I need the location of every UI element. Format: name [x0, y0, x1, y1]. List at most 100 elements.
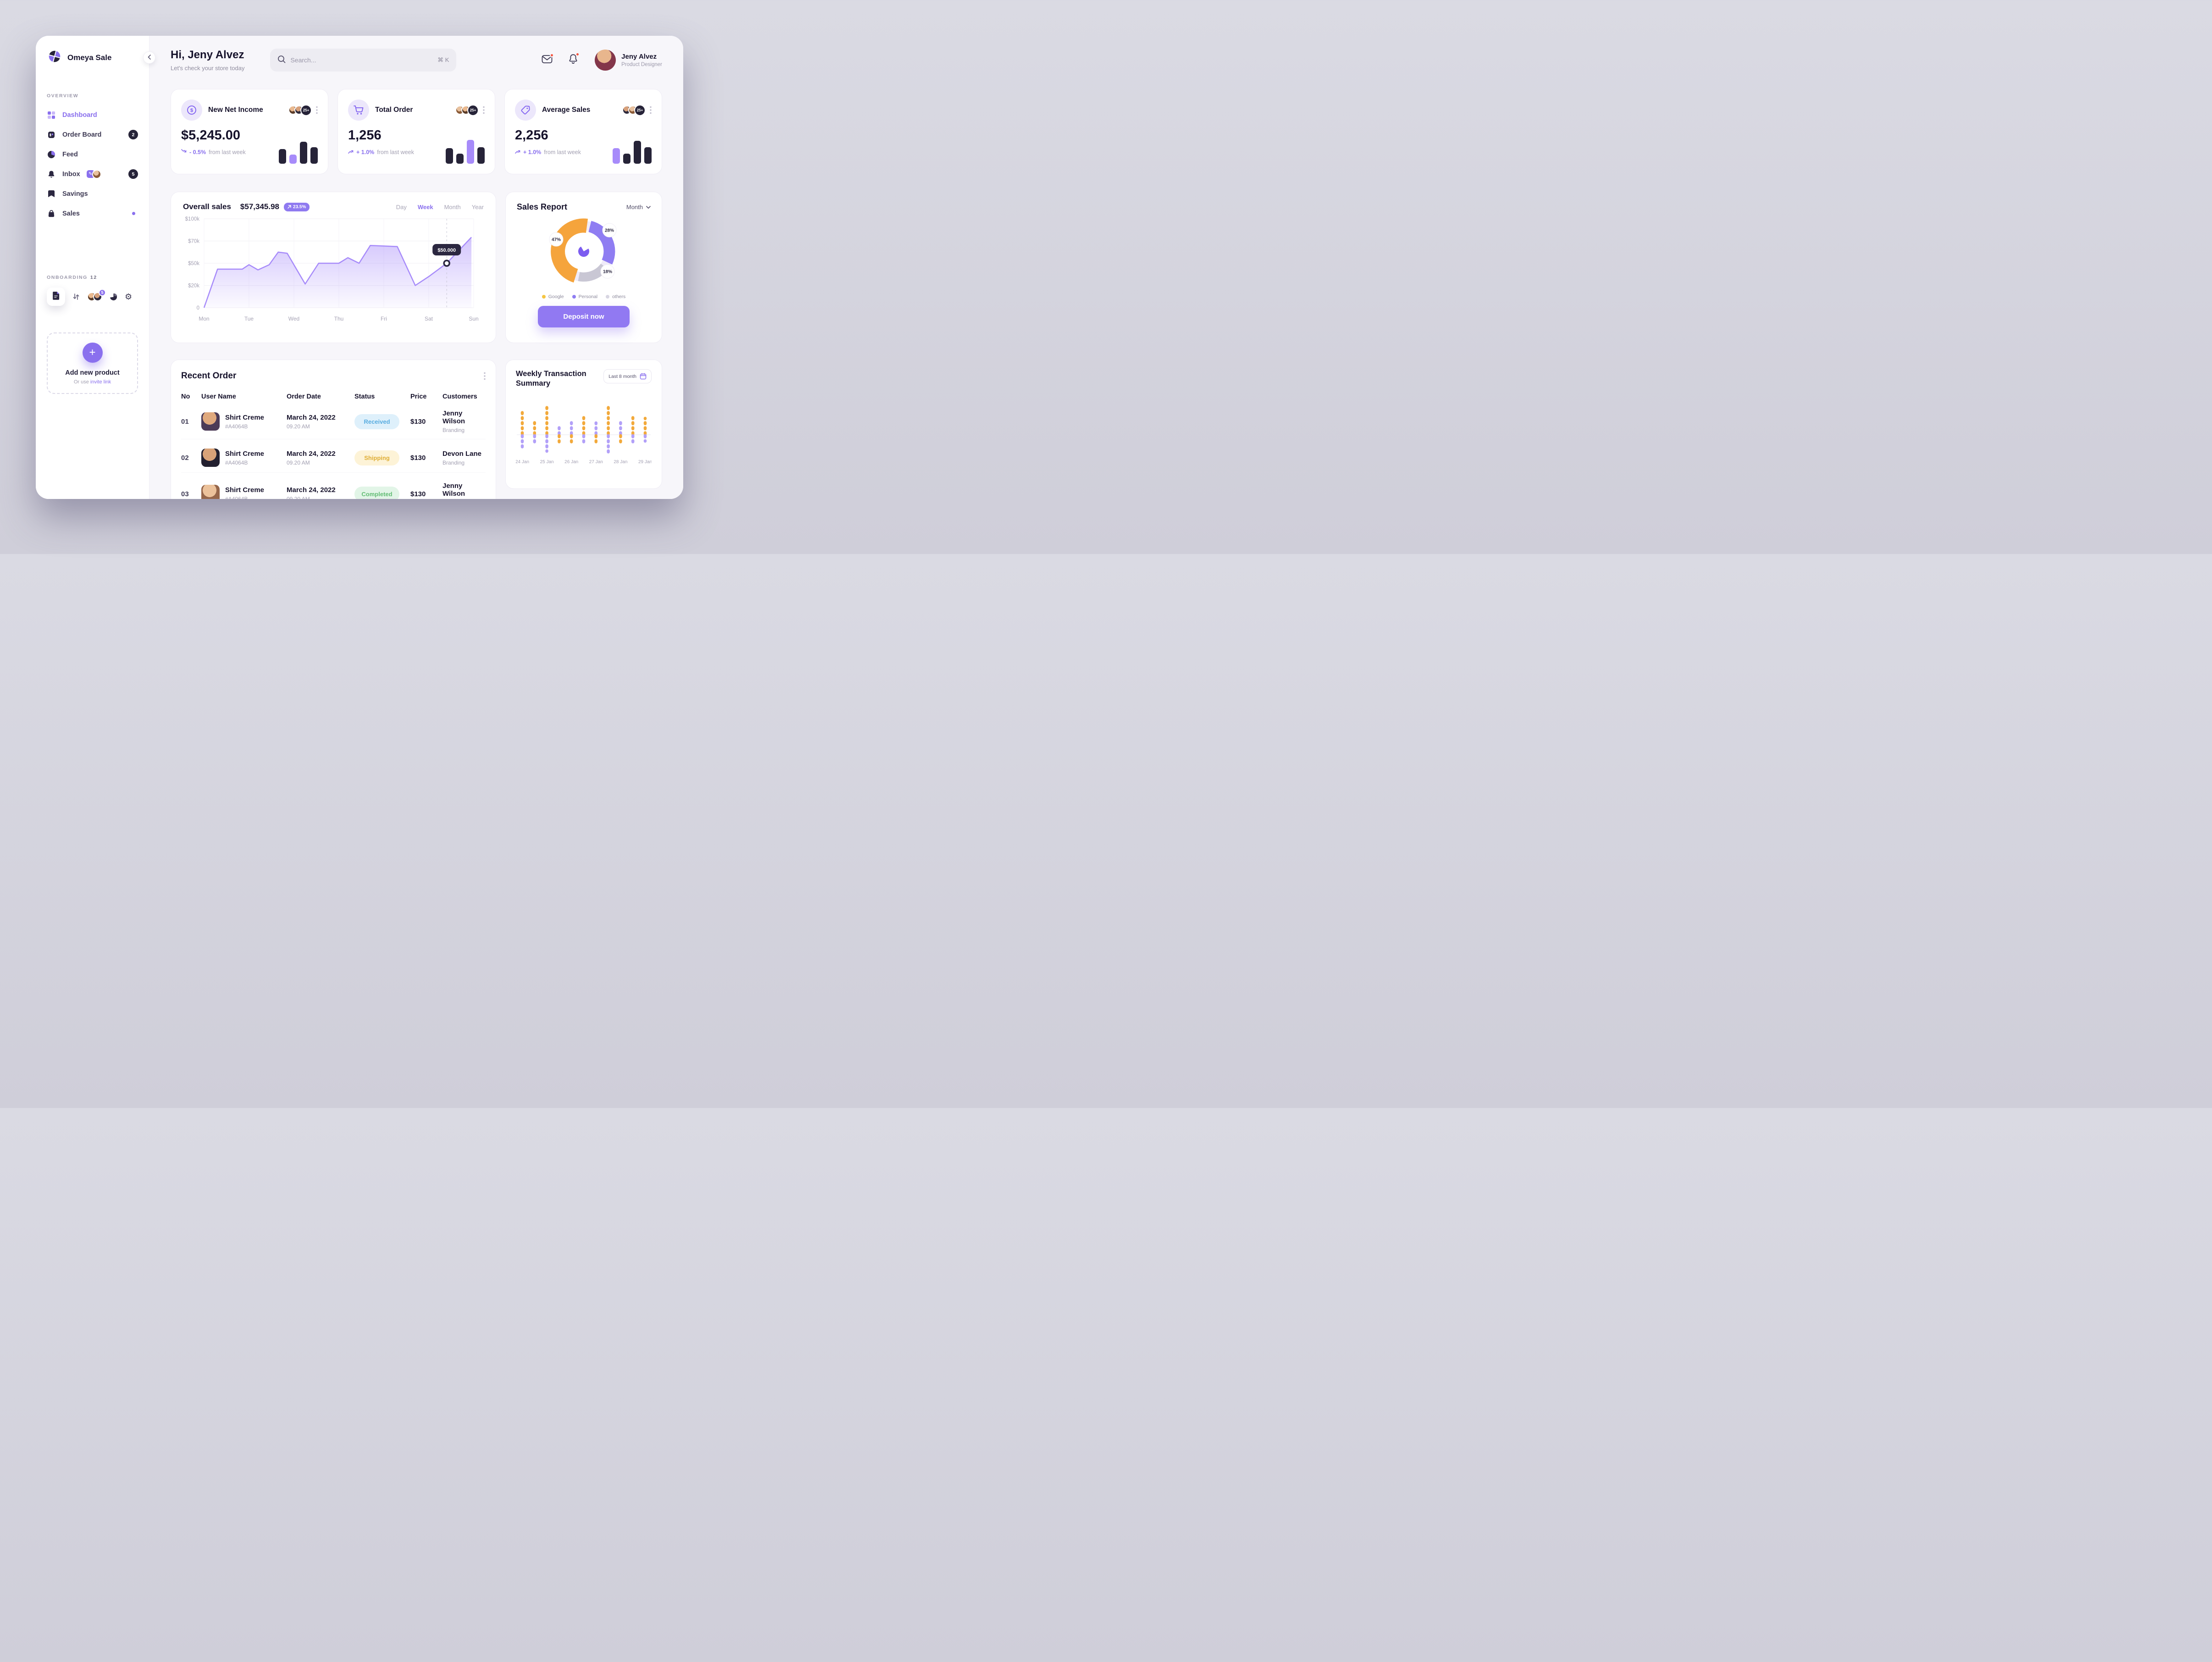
- status-badge: Received: [354, 414, 399, 429]
- recent-orders-title: Recent Order: [181, 371, 237, 381]
- add-product-button[interactable]: +: [82, 343, 103, 363]
- sales-report-card: Sales Report Month 47% 28% 18% Google Pers…: [505, 192, 662, 343]
- mini-bar: [467, 140, 474, 164]
- order-price: $130: [410, 417, 426, 426]
- brand-logo-icon: [47, 49, 62, 66]
- search-icon: [277, 55, 286, 66]
- customer-team: Branding: [442, 459, 465, 466]
- table-row[interactable]: 03 Shirt Creme #A4064B March 24, 2022 09…: [181, 476, 486, 499]
- svg-text:$20k: $20k: [188, 283, 199, 289]
- product-name: Shirt Creme: [225, 486, 265, 494]
- profile-text: Jeny Alvez Product Designer: [621, 53, 662, 67]
- overall-sales-badge: 23.5%: [284, 202, 310, 211]
- search-shortcut: ⌘ K: [437, 56, 449, 63]
- sidebar-item-savings[interactable]: Savings: [47, 184, 138, 204]
- stat-delta-note: from last week: [377, 149, 414, 155]
- tab-month[interactable]: Month: [444, 203, 461, 211]
- kebab-menu-icon[interactable]: [484, 372, 486, 380]
- sort-arrows-icon[interactable]: [72, 293, 80, 300]
- cart-icon: [348, 100, 369, 121]
- feed-icon: [47, 150, 56, 159]
- sales-report-donut-chart: 47% 28% 18%: [517, 212, 651, 293]
- stat-delta: + 1.0%: [356, 149, 375, 155]
- tab-week[interactable]: Week: [417, 203, 433, 211]
- stat-delta-note: from last week: [209, 149, 246, 155]
- mini-bar: [310, 147, 318, 164]
- inbox-count-badge: 5: [128, 169, 138, 179]
- avatar: [595, 50, 616, 71]
- sidebar-collapse-button[interactable]: [143, 51, 155, 64]
- profile-menu[interactable]: Jeny Alvez Product Designer: [595, 50, 662, 71]
- avatar-more-count: 25+: [467, 104, 479, 116]
- order-time: 09.20 AM: [287, 423, 310, 430]
- table-row[interactable]: 02 Shirt Creme #A4064B March 24, 2022 09…: [181, 443, 486, 473]
- stat-delta: - 0.5%: [189, 149, 206, 155]
- tag-icon: [515, 100, 536, 121]
- svg-text:24 Jan: 24 Jan: [516, 460, 529, 465]
- tab-day[interactable]: Day: [396, 203, 407, 211]
- kebab-menu-icon[interactable]: [483, 106, 485, 114]
- svg-text:Thu: Thu: [334, 316, 344, 322]
- stat-mini-chart: [446, 140, 485, 164]
- order-board-count-badge: 2: [128, 130, 138, 139]
- brand-logo-row: Omeya Sale: [47, 49, 138, 66]
- table-row[interactable]: 01 Shirt Creme #A4064B March 24, 2022 09…: [181, 404, 486, 439]
- document-icon: [52, 291, 60, 302]
- onboarding-avatars[interactable]: 5: [87, 289, 106, 301]
- gear-icon[interactable]: ⚙: [125, 292, 133, 301]
- weekly-title: Weekly Transaction Summary: [516, 370, 586, 388]
- search-bar[interactable]: ⌘ K: [270, 49, 457, 72]
- pie-chart-icon[interactable]: [110, 293, 117, 301]
- mail-button[interactable]: [542, 53, 554, 66]
- svg-text:25 Jan: 25 Jan: [540, 460, 554, 465]
- mini-bar: [446, 148, 453, 164]
- col-price: Price: [410, 393, 427, 400]
- legend-item-others: others: [606, 294, 625, 299]
- product-name: Shirt Creme: [225, 449, 265, 458]
- weekly-period-select[interactable]: Last 8 month: [603, 369, 652, 383]
- mini-bar: [456, 154, 464, 164]
- onboarding-count: 12: [90, 275, 97, 280]
- svg-text:$100k: $100k: [185, 216, 200, 222]
- svg-text:$50.000: $50.000: [437, 248, 456, 253]
- order-no: 03: [181, 490, 189, 498]
- search-input[interactable]: [290, 56, 433, 64]
- overall-sales-chart: $100k $70k $50k $20k 0 Mon Tue Wed Thu Fri Sat Sun $…: [183, 211, 484, 331]
- svg-text:Fri: Fri: [381, 316, 387, 322]
- svg-text:26 Jan: 26 Jan: [564, 460, 578, 465]
- kebab-menu-icon[interactable]: [650, 106, 652, 114]
- sidebar-item-feed[interactable]: Feed: [47, 144, 138, 164]
- onboarding-section-label: ONBOARDING 12: [47, 275, 138, 280]
- chevron-left-icon: [148, 54, 151, 62]
- deposit-now-button[interactable]: Deposit now: [538, 306, 630, 327]
- svg-text:28%: 28%: [605, 228, 614, 233]
- period-select[interactable]: Month: [626, 204, 651, 211]
- bookmark-icon: [47, 190, 56, 198]
- shopping-bag-icon: [47, 210, 56, 218]
- notifications-button[interactable]: [568, 52, 580, 66]
- tab-year[interactable]: Year: [471, 203, 484, 211]
- sidebar-item-order-board[interactable]: Order Board 2: [47, 125, 138, 144]
- invite-link[interactable]: invite link: [90, 379, 111, 385]
- onboarding-avatar-badge: 5: [99, 289, 106, 296]
- mini-bar: [634, 141, 641, 164]
- weekly-transactions-card: Weekly Transaction Summary Last 8 month …: [505, 360, 662, 489]
- inbox-extras: ✎: [86, 169, 101, 179]
- avatar-group: 25+: [455, 104, 479, 116]
- stat-card-total-order: Total Order 25+ 1,256 + 1.0%: [337, 89, 495, 174]
- trend-icon: [181, 149, 187, 155]
- onboarding-step-document[interactable]: [47, 288, 65, 306]
- order-time: 09.20 AM: [287, 495, 310, 499]
- stat-delta-note: from last week: [544, 149, 581, 155]
- product-sku: #A4064B: [225, 423, 248, 430]
- stat-value: $5,245.00: [181, 128, 241, 143]
- order-price: $130: [410, 454, 426, 462]
- sidebar-item-sales[interactable]: Sales: [47, 204, 138, 223]
- sidebar-item-dashboard[interactable]: Dashboard: [47, 105, 138, 125]
- legend: Google Personal others: [517, 294, 651, 299]
- mini-bar: [644, 147, 652, 164]
- status-badge: Shipping: [354, 450, 399, 465]
- kebab-menu-icon[interactable]: [316, 106, 318, 114]
- trend-icon: [348, 149, 354, 155]
- sidebar-item-inbox[interactable]: Inbox ✎ 5: [47, 164, 138, 184]
